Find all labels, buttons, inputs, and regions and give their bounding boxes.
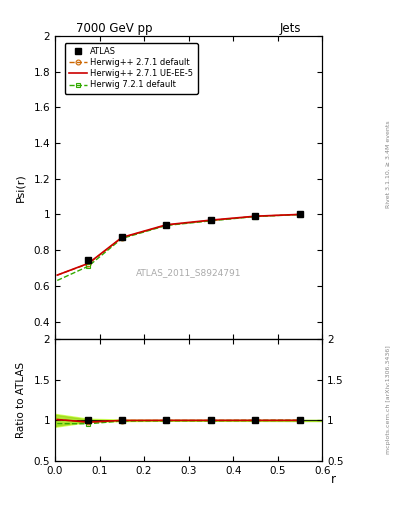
Text: 7000 GeV pp: 7000 GeV pp (76, 22, 153, 35)
Text: Rivet 3.1.10, ≥ 3.4M events: Rivet 3.1.10, ≥ 3.4M events (386, 120, 391, 208)
Text: Jets: Jets (279, 22, 301, 35)
Text: mcplots.cern.ch [arXiv:1306.3436]: mcplots.cern.ch [arXiv:1306.3436] (386, 345, 391, 454)
X-axis label: r: r (331, 473, 336, 486)
Y-axis label: Psi(r): Psi(r) (16, 173, 26, 202)
Legend: ATLAS, Herwig++ 2.7.1 default, Herwig++ 2.7.1 UE-EE-5, Herwig 7.2.1 default: ATLAS, Herwig++ 2.7.1 default, Herwig++ … (64, 43, 198, 94)
Text: ATLAS_2011_S8924791: ATLAS_2011_S8924791 (136, 268, 241, 277)
Y-axis label: Ratio to ATLAS: Ratio to ATLAS (16, 362, 26, 438)
